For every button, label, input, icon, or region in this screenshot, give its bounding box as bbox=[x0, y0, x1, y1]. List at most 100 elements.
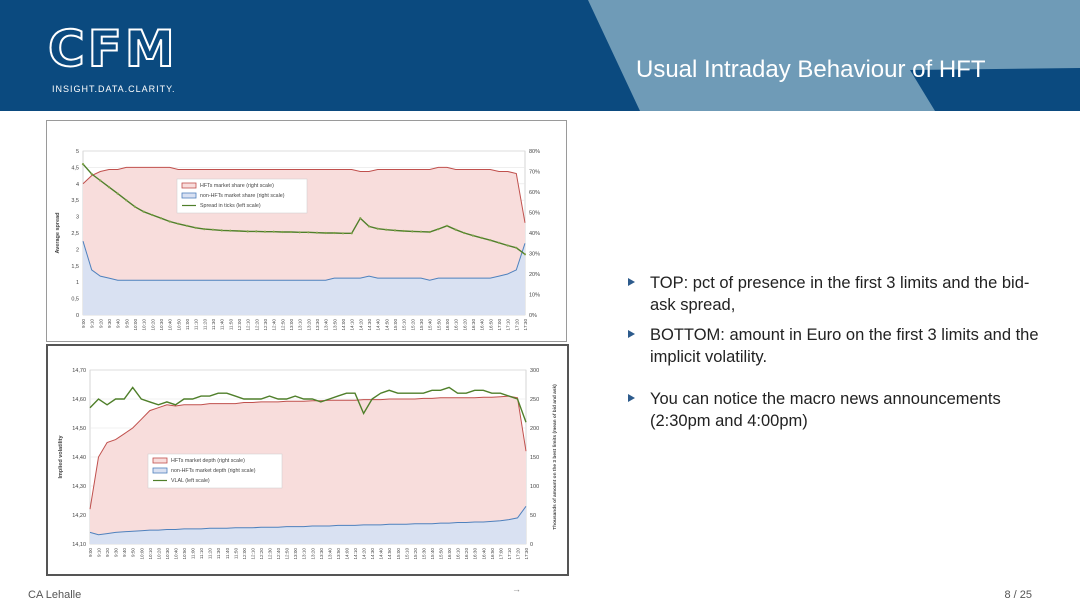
right-tick-label: 50% bbox=[529, 211, 540, 217]
x-tick-label: 9:00 bbox=[88, 548, 93, 557]
header-band bbox=[588, 0, 1080, 111]
series-point-spread bbox=[142, 210, 145, 213]
x-tick-label: 15:20 bbox=[410, 319, 415, 331]
left-tick-label: 14,60 bbox=[72, 397, 86, 403]
series-point-spread bbox=[419, 230, 423, 233]
x-tick-label: 16:30 bbox=[473, 548, 478, 560]
series-point-spread bbox=[125, 199, 128, 202]
series-point-spread bbox=[81, 163, 85, 166]
x-tick-label: 13:30 bbox=[315, 319, 320, 331]
x-tick-label: 13:50 bbox=[336, 548, 341, 560]
x-tick-label: 11:40 bbox=[220, 319, 225, 331]
left-tick-label: 5 bbox=[76, 149, 79, 155]
series-point-spread bbox=[341, 232, 345, 235]
series-point-spread bbox=[159, 217, 163, 220]
x-tick-label: 11:00 bbox=[191, 548, 196, 560]
x-tick-label: 14:50 bbox=[387, 548, 392, 560]
x-tick-label: 12:00 bbox=[237, 319, 242, 331]
series-point-spread bbox=[463, 231, 466, 235]
x-tick-label: 15:40 bbox=[428, 319, 433, 331]
right-tick-label: 100 bbox=[530, 484, 539, 490]
legend-label: Spread in ticks (left scale) bbox=[200, 203, 261, 209]
right-tick-label: 60% bbox=[529, 190, 540, 196]
x-tick-label: 10:20 bbox=[156, 548, 161, 560]
left-tick-label: 0 bbox=[76, 313, 79, 319]
x-tick-label: 11:20 bbox=[208, 548, 213, 560]
left-tick-label: 0,5 bbox=[71, 297, 79, 303]
series-point-spread bbox=[428, 230, 431, 234]
left-tick-label: 4,5 bbox=[71, 165, 79, 171]
x-tick-label: 9:40 bbox=[122, 548, 127, 557]
series-point-spread bbox=[376, 227, 379, 230]
series-point-spread bbox=[246, 230, 249, 233]
x-tick-label: 12:50 bbox=[285, 548, 290, 560]
left-tick-label: 14,30 bbox=[72, 484, 86, 490]
x-tick-label: 12:30 bbox=[268, 548, 273, 560]
series-point-spread bbox=[307, 231, 310, 234]
series-point-spread bbox=[324, 231, 327, 235]
series-point-spread bbox=[359, 217, 362, 220]
x-tick-label: 14:30 bbox=[370, 548, 375, 560]
legend-box bbox=[176, 178, 308, 214]
right-tick-label: 0% bbox=[529, 313, 537, 319]
series-point-spread bbox=[133, 205, 137, 208]
left-tick-label: 14,70 bbox=[72, 368, 86, 374]
x-tick-label: 16:00 bbox=[445, 319, 450, 331]
series-point-spread bbox=[315, 231, 319, 234]
x-tick-label: 17:20 bbox=[515, 548, 520, 560]
x-tick-label: 12:10 bbox=[250, 548, 255, 560]
x-tick-label: 11:20 bbox=[202, 319, 207, 331]
x-tick-label: 11:30 bbox=[216, 548, 221, 560]
x-tick-label: 10:00 bbox=[139, 548, 144, 560]
series-point-spread bbox=[471, 234, 475, 237]
right-tick-label: 80% bbox=[529, 149, 540, 155]
series-area-hft bbox=[90, 396, 526, 544]
slide-header: CFM INSIGHT.DATA.CLARITY. Usual Intraday… bbox=[0, 0, 1080, 111]
x-tick-label: 15:50 bbox=[436, 319, 441, 331]
series-line-third bbox=[89, 386, 527, 423]
x-tick-label: 10:40 bbox=[173, 548, 178, 560]
x-tick-label: 17:30 bbox=[523, 319, 528, 331]
x-tick-label: 12:20 bbox=[254, 319, 259, 331]
series-point-spread bbox=[107, 186, 111, 189]
right-tick-label: 30% bbox=[529, 252, 540, 258]
right-tick-label: 200 bbox=[530, 426, 539, 432]
left-tick-label: 14,20 bbox=[72, 513, 86, 519]
x-tick-label: 17:10 bbox=[506, 319, 511, 331]
x-tick-label: 11:40 bbox=[225, 548, 230, 560]
x-tick-label: 13:00 bbox=[289, 319, 294, 331]
x-tick-label: 13:00 bbox=[293, 548, 298, 560]
series-line-nonhft bbox=[82, 241, 526, 281]
x-tick-label: 16:20 bbox=[462, 319, 467, 331]
series-point-spread bbox=[393, 229, 397, 232]
right-tick-label: 300 bbox=[530, 368, 539, 374]
series-point-spread bbox=[489, 239, 492, 242]
series-point-spread bbox=[445, 224, 449, 227]
bullet-arrow-icon bbox=[628, 394, 635, 402]
x-tick-label: 17:10 bbox=[507, 548, 512, 560]
x-tick-label: 16:20 bbox=[464, 548, 469, 560]
series-point-spread bbox=[255, 230, 258, 233]
x-tick-label: 13:50 bbox=[332, 319, 337, 331]
footer-nav-icon[interactable]: → bbox=[512, 584, 521, 594]
x-tick-label: 11:50 bbox=[228, 319, 233, 331]
series-point-spread bbox=[411, 230, 414, 233]
x-tick-label: 11:10 bbox=[194, 319, 199, 331]
series-point-spread bbox=[289, 230, 293, 234]
x-tick-label: 9:10 bbox=[97, 548, 102, 557]
series-point-spread bbox=[272, 230, 275, 233]
legend-label: VLAL (left scale) bbox=[171, 478, 210, 484]
x-tick-label: 13:30 bbox=[319, 548, 324, 560]
x-tick-label: 15:00 bbox=[393, 319, 398, 331]
x-tick-label: 10:30 bbox=[159, 319, 164, 331]
left-tick-label: 2 bbox=[76, 247, 79, 253]
x-tick-label: 14:40 bbox=[376, 319, 381, 331]
right-tick-label: 150 bbox=[530, 455, 539, 461]
left-tick-label: 14,50 bbox=[72, 426, 86, 432]
x-tick-label: 10:50 bbox=[176, 319, 181, 331]
legend-swatch bbox=[181, 182, 197, 189]
left-tick-label: 14,10 bbox=[72, 542, 86, 548]
x-tick-label: 10:10 bbox=[148, 548, 153, 560]
x-tick-label: 15:40 bbox=[430, 548, 435, 560]
x-tick-label: 12:10 bbox=[246, 319, 251, 331]
